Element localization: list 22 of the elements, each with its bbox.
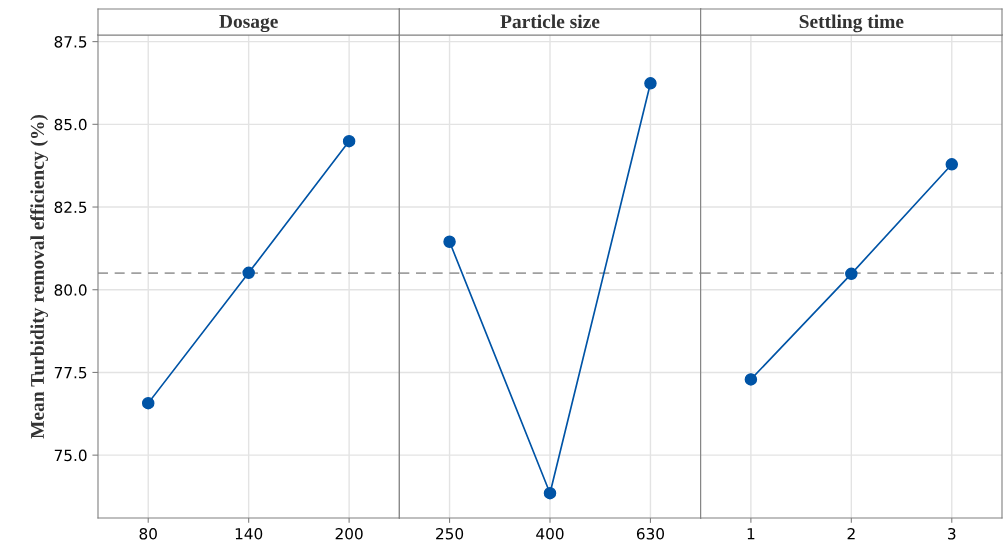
x-tick-label: 250 xyxy=(436,527,464,540)
y-tick-label: 85.0 xyxy=(54,118,87,131)
point xyxy=(342,134,356,148)
x-tick-label: 200 xyxy=(335,527,363,540)
y-tick-label: 80.0 xyxy=(54,284,87,296)
x-tick-label: 400 xyxy=(536,527,564,540)
x-tick-label: 2 xyxy=(847,527,855,540)
x-tick-label: 140 xyxy=(235,527,263,540)
x-tick-label: 1 xyxy=(747,528,755,540)
chart-title: Dosage xyxy=(219,15,278,33)
chart-title: Settling time xyxy=(799,14,904,33)
chart-title: Particle size xyxy=(500,14,600,29)
x-tick-label: 80 xyxy=(139,527,157,540)
y-tick-label: 77.5 xyxy=(54,367,87,379)
point xyxy=(242,266,255,280)
x-tick-label: 630 xyxy=(636,527,665,540)
y-tick-label: 75.0 xyxy=(54,449,87,462)
x-tick-label: 3 xyxy=(948,527,956,540)
y-tick-label: 82.5 xyxy=(54,201,87,214)
y-tick-label: 87.5 xyxy=(54,36,87,48)
y-axis-title: Mean Turbidity removal efficiency (%) xyxy=(30,114,49,439)
point xyxy=(141,396,155,410)
